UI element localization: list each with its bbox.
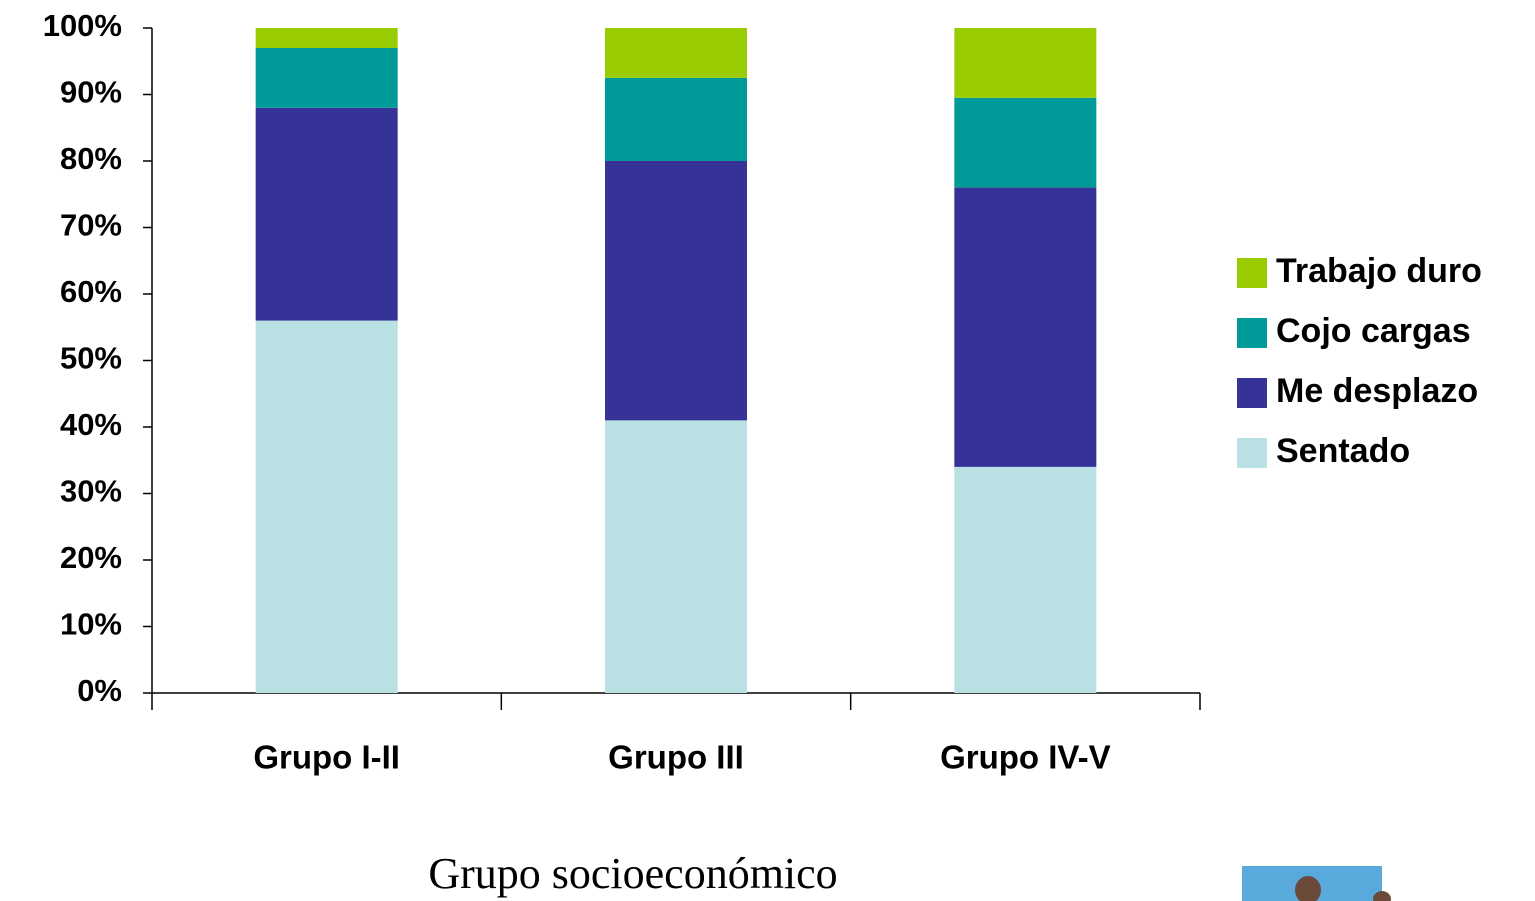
picture-shape [1295,876,1321,901]
legend-label: Sentado [1276,432,1410,470]
bar-segment [605,420,747,693]
legend-label: Trabajo duro [1276,252,1482,290]
bar-segment [954,187,1097,467]
x-axis-title: Grupo socioeconómico [428,849,837,898]
bar-segment [255,47,398,108]
y-tick-label: 100% [43,8,122,43]
bar-segment [605,77,747,161]
y-tick-label: 30% [60,474,122,509]
y-tick-label: 0% [77,673,122,708]
y-tick-label: 90% [60,75,122,110]
y-tick-label: 10% [60,607,122,642]
bar-segment [954,28,1097,98]
x-tick-label: Grupo IV-V [940,739,1111,776]
y-tick-label: 80% [60,141,122,176]
x-tick-label: Grupo III [608,739,744,776]
y-tick-label: 40% [60,407,122,442]
bar-segment [605,161,747,421]
legend-swatch [1237,378,1267,408]
picture-shape [1373,891,1391,901]
legend-swatch [1237,318,1267,348]
legend-swatch [1237,258,1267,288]
y-tick-label: 20% [60,540,122,575]
corner-picture [1242,866,1391,901]
legend-label: Me desplazo [1276,372,1478,410]
bar-segment [255,320,398,693]
legend-label: Cojo cargas [1276,312,1471,350]
bar-segment [255,107,398,321]
bar-segment [255,28,398,48]
y-tick-label: 60% [60,274,122,309]
bar-segment [954,97,1097,188]
x-tick-label: Grupo I-II [253,739,400,776]
bar-segment [605,28,747,78]
y-tick-label: 70% [60,208,122,243]
bar-segment [954,466,1097,693]
y-tick-label: 50% [60,341,122,376]
legend-swatch [1237,438,1267,468]
